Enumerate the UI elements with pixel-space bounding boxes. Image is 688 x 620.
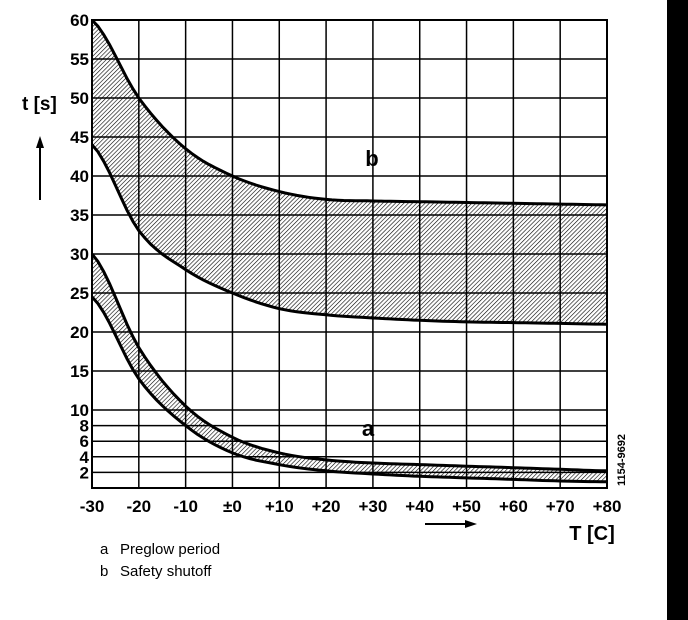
y-tick-label: 25 <box>70 284 89 303</box>
y-tick-label: 40 <box>70 167 89 186</box>
y-tick-label: 50 <box>70 89 89 108</box>
y-tick-label: 10 <box>70 401 89 420</box>
legend-text: Safety shutoff <box>120 563 212 580</box>
x-axis-label: T [C] <box>569 523 615 545</box>
y-tick-label: 2 <box>80 463 89 482</box>
legend-key: b <box>100 563 109 580</box>
x-tick-label: ±0 <box>223 497 242 516</box>
band-b <box>92 20 607 325</box>
y-tick-label: 15 <box>70 362 89 381</box>
x-tick-label: +50 <box>452 497 481 516</box>
x-tick-label: +40 <box>405 497 434 516</box>
x-tick-label: +80 <box>593 497 622 516</box>
annotation-b: b <box>365 146 378 171</box>
y-tick-label: 8 <box>80 417 89 436</box>
legend-text: Preglow period <box>120 541 221 558</box>
black-edge-bar <box>667 0 688 620</box>
y-tick-label: 30 <box>70 245 89 264</box>
x-tick-label: -20 <box>127 497 152 516</box>
y-tick-label: 6 <box>80 432 89 451</box>
x-tick-label: +70 <box>546 497 575 516</box>
legend-key: a <box>100 541 109 558</box>
band-b-upper-line <box>90 18 608 207</box>
legend-item-b: b Safety shutoff <box>100 563 211 580</box>
y-tick-label: 55 <box>70 50 89 69</box>
band-b-lower-line <box>90 143 608 326</box>
figure-code: 1154-9692 <box>616 434 628 486</box>
x-tick-label: +30 <box>358 497 387 516</box>
x-tick-label: +20 <box>312 497 341 516</box>
y-tick-label: 60 <box>70 11 89 30</box>
y-tick-label: 45 <box>70 128 89 147</box>
band-a-lower-line <box>90 295 608 484</box>
y-axis-label: t [s] <box>22 94 57 115</box>
band-a-upper-line <box>90 253 608 473</box>
x-tick-label: -10 <box>173 497 198 516</box>
legend-item-a: a Preglow period <box>100 541 220 558</box>
bands <box>90 18 608 484</box>
x-tick-label: -30 <box>80 497 105 516</box>
y-tick-label: 20 <box>70 323 89 342</box>
annotation-a: a <box>362 416 375 441</box>
x-arrow-head-icon <box>465 520 477 528</box>
y-arrow-head-icon <box>36 136 44 148</box>
y-tick-label: 4 <box>80 448 90 467</box>
y-tick-label: 35 <box>70 206 89 225</box>
x-tick-label: +60 <box>499 497 528 516</box>
x-tick-label: +10 <box>265 497 294 516</box>
x-ticks: -30 -20 -10 ±0 +10 +20 +30 +40 +50 +60 +70 +80 <box>80 497 622 516</box>
